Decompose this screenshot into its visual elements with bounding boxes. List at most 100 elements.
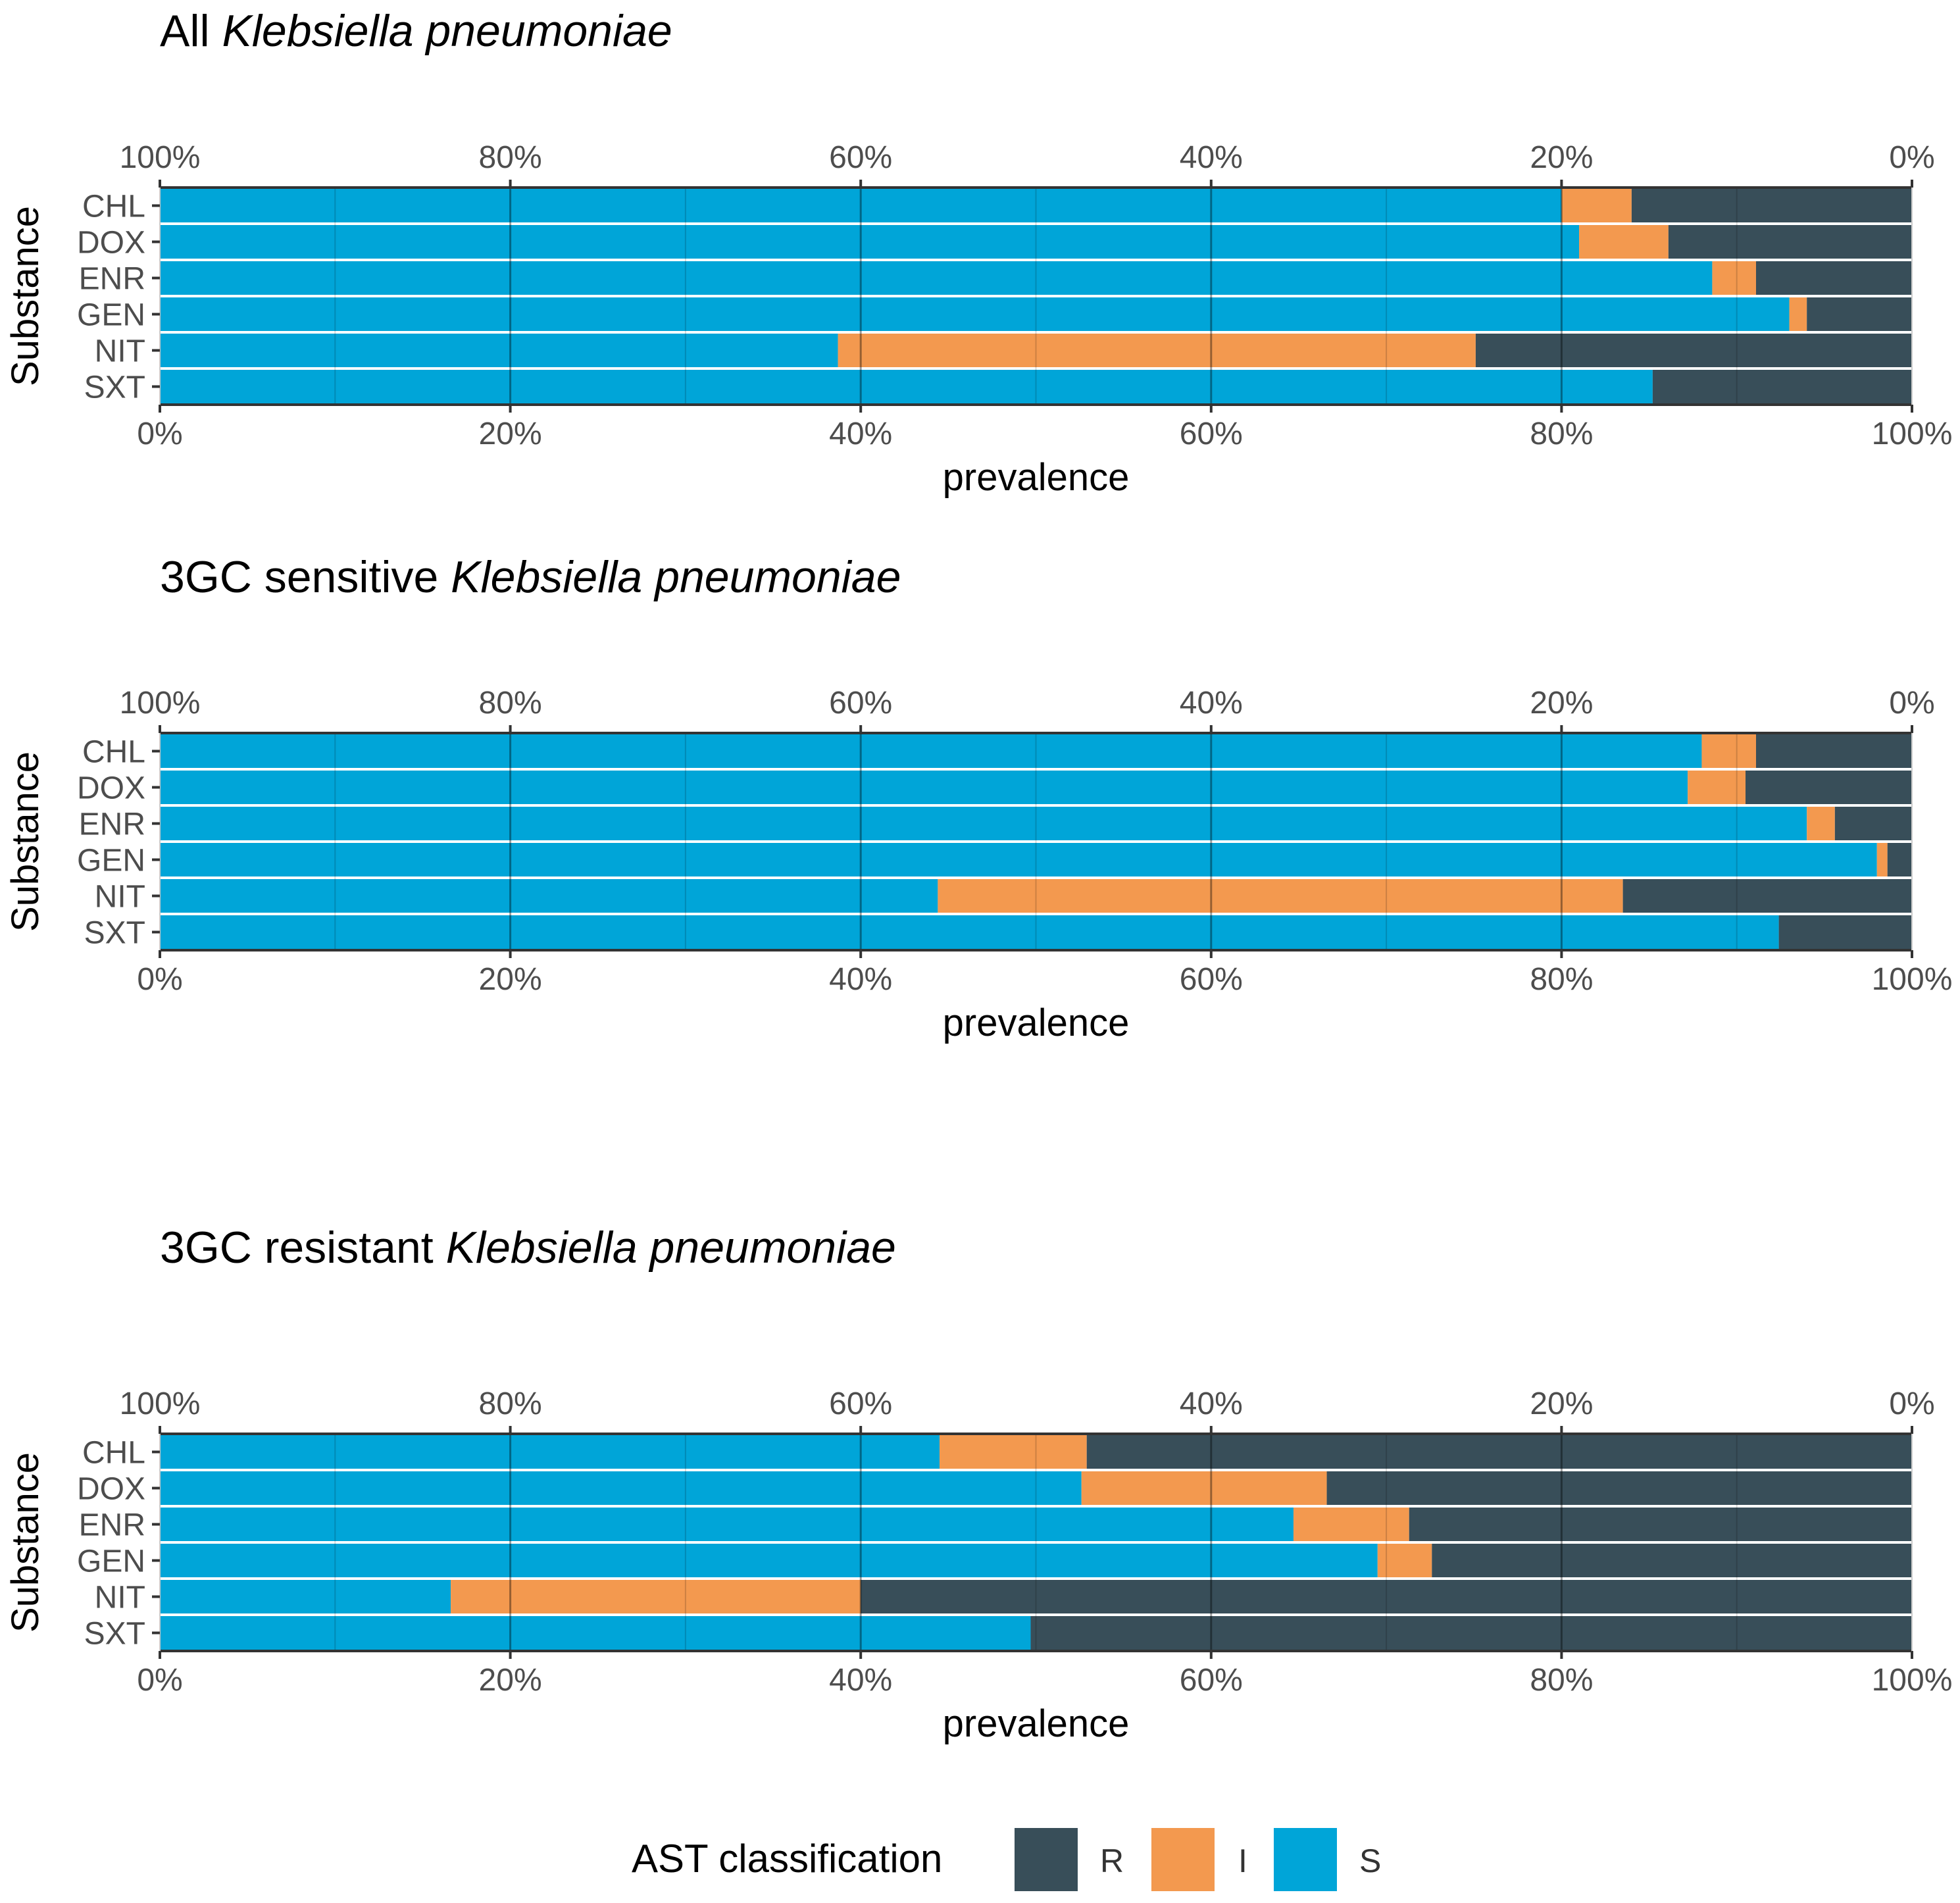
- bottom-tick-label: 80%: [1530, 417, 1593, 451]
- category-label: ENR: [79, 1508, 145, 1543]
- top-tick-label: 100%: [120, 686, 201, 721]
- bar-gen-r: [1807, 297, 1912, 331]
- bottom-tick-label: 20%: [479, 1663, 542, 1698]
- bar-dox-r: [1326, 1471, 1912, 1505]
- bar-chl-s: [160, 734, 1702, 768]
- bar-nit-s: [160, 879, 938, 913]
- bar-sxt-s: [160, 1616, 1031, 1650]
- bar-chl-r: [1086, 1435, 1912, 1469]
- category-label: ENR: [79, 807, 145, 842]
- panel-title: All Klebsiella pneumoniae: [160, 6, 672, 56]
- bar-dox-r: [1746, 771, 1912, 804]
- category-label: CHL: [82, 1436, 145, 1471]
- bottom-tick-label: 100%: [1872, 417, 1953, 451]
- bar-gen-i: [1789, 297, 1807, 331]
- category-label: SXT: [84, 916, 145, 951]
- bar-sxt-s: [160, 370, 1653, 403]
- bar-nit-i: [838, 334, 1476, 367]
- top-tick-label: 80%: [479, 140, 542, 175]
- top-tick-label: 0%: [1889, 686, 1934, 721]
- legend-swatch-i: [1151, 1828, 1215, 1891]
- y-axis-title: Substance: [4, 751, 47, 932]
- bottom-tick-label: 40%: [829, 1663, 892, 1698]
- bar-gen-i: [1876, 843, 1888, 876]
- bar-chl-i: [1561, 189, 1632, 222]
- bottom-tick-label: 0%: [137, 417, 182, 451]
- bar-sxt-s: [160, 915, 1779, 949]
- top-tick-label: 100%: [120, 140, 201, 175]
- panel-title: 3GC resistant Klebsiella pneumoniae: [160, 1223, 896, 1273]
- legend-label-r: R: [1100, 1842, 1124, 1879]
- bottom-tick-label: 0%: [137, 1663, 182, 1698]
- top-tick-label: 0%: [1889, 1386, 1934, 1421]
- top-tick-label: 80%: [479, 686, 542, 721]
- bar-nit-i: [451, 1580, 861, 1613]
- bottom-tick-label: 60%: [1180, 962, 1243, 997]
- category-label: NIT: [95, 334, 145, 369]
- bar-enr-r: [1834, 807, 1912, 840]
- bottom-tick-label: 100%: [1872, 962, 1953, 997]
- category-label: SXT: [84, 370, 145, 405]
- bar-nit-r: [861, 1580, 1912, 1613]
- bar-nit-s: [160, 1580, 451, 1613]
- category-label: GEN: [77, 844, 145, 878]
- panel-title-species: Klebsiella pneumoniae: [222, 6, 672, 56]
- bottom-tick-label: 20%: [479, 417, 542, 451]
- bar-dox-i: [1081, 1471, 1327, 1505]
- bar-enr-i: [1712, 261, 1756, 295]
- top-tick-label: 20%: [1530, 1386, 1593, 1421]
- panel-title-prefix: 3GC sensitive: [160, 552, 451, 602]
- category-label: DOX: [77, 1472, 145, 1507]
- bar-dox-s: [160, 1471, 1082, 1505]
- category-label: ENR: [79, 262, 145, 297]
- bar-nit-r: [1475, 334, 1912, 367]
- top-tick-label: 80%: [479, 1386, 542, 1421]
- bar-enr-r: [1755, 261, 1912, 295]
- category-label: SXT: [84, 1617, 145, 1652]
- panel-1: All Klebsiella pneumoniae 0% 20% 40% 60% 80% 1…: [4, 6, 1952, 499]
- bar-nit-s: [160, 334, 838, 367]
- bar-gen-r: [1887, 843, 1912, 876]
- top-tick-label: 20%: [1530, 686, 1593, 721]
- bar-chl-r: [1755, 734, 1912, 768]
- bar-dox-i: [1688, 771, 1746, 804]
- legend: AST classification R I S: [632, 1828, 1381, 1891]
- panel-title-prefix: 3GC resistant: [160, 1223, 446, 1273]
- panels: All Klebsiella pneumoniae 0% 20% 40% 60% 80% 1…: [4, 6, 1952, 1745]
- bar-dox-i: [1579, 225, 1669, 259]
- bar-chl-s: [160, 1435, 940, 1469]
- top-tick-label: 100%: [120, 1386, 201, 1421]
- bottom-tick-label: 80%: [1530, 962, 1593, 997]
- legend-swatch-s: [1274, 1828, 1337, 1891]
- bottom-tick-label: 100%: [1872, 1663, 1953, 1698]
- panel-title-species: Klebsiella pneumoniae: [446, 1223, 896, 1273]
- top-tick-label: 60%: [829, 686, 892, 721]
- bar-enr-s: [160, 807, 1807, 840]
- category-label: DOX: [77, 226, 145, 261]
- legend-title: AST classification: [632, 1837, 942, 1881]
- legend-label-i: I: [1238, 1842, 1247, 1879]
- top-tick-label: 40%: [1180, 140, 1243, 175]
- category-label: NIT: [95, 880, 145, 915]
- bottom-tick-label: 0%: [137, 962, 182, 997]
- panel-title-prefix: All: [160, 6, 222, 56]
- top-tick-label: 0%: [1889, 140, 1934, 175]
- bar-gen-s: [160, 1544, 1378, 1577]
- bar-chl-i: [940, 1435, 1087, 1469]
- bottom-tick-label: 60%: [1180, 417, 1243, 451]
- top-tick-label: 40%: [1180, 1386, 1243, 1421]
- bar-enr-i: [1293, 1508, 1409, 1541]
- bar-enr-i: [1807, 807, 1835, 840]
- bar-sxt-r: [1652, 370, 1912, 403]
- x-axis-title: prevalence: [943, 456, 1130, 499]
- bar-chl-s: [160, 189, 1562, 222]
- bar-enr-s: [160, 1508, 1294, 1541]
- bar-enr-r: [1409, 1508, 1912, 1541]
- bar-gen-s: [160, 843, 1877, 876]
- panel-title: 3GC sensitive Klebsiella pneumoniae: [160, 552, 901, 602]
- bar-sxt-r: [1778, 915, 1912, 949]
- category-label: DOX: [77, 771, 145, 806]
- bar-sxt-r: [1030, 1616, 1912, 1650]
- x-axis-title: prevalence: [943, 1702, 1130, 1745]
